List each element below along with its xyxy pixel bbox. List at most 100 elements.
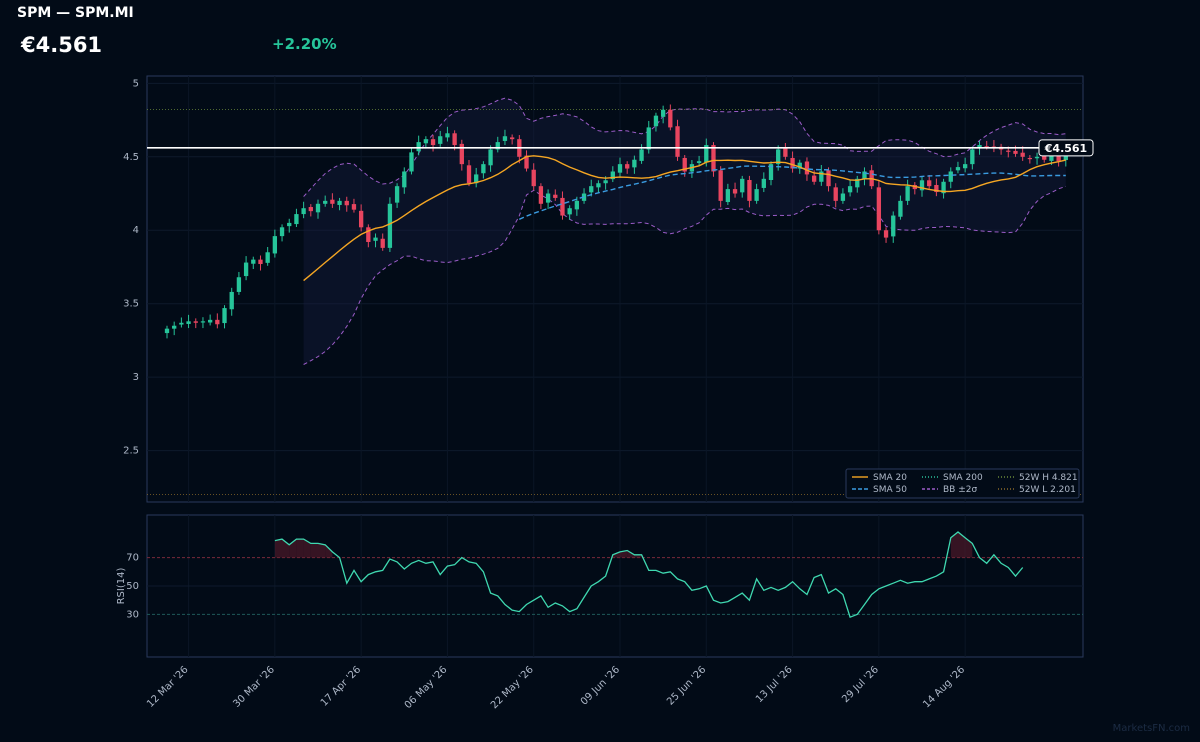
candle-body: [452, 133, 457, 146]
rsi-overbought-fill: [274, 539, 282, 558]
rsi-overbought-fill: [303, 539, 311, 558]
legend-label: 52W L 2.201: [1019, 485, 1076, 495]
candle-body: [459, 143, 464, 165]
candle: [351, 198, 357, 213]
candle: [826, 167, 831, 192]
price-y-tick-label: 5: [133, 78, 139, 89]
candle-body: [200, 321, 206, 323]
candle-body: [344, 200, 349, 206]
candle-body: [430, 139, 436, 146]
candle-body: [1006, 150, 1011, 152]
candle-body: [387, 203, 393, 248]
x-tick-label: 06 May '26: [403, 664, 450, 711]
candle-body: [934, 184, 939, 193]
candle: [409, 147, 414, 175]
candle-body: [754, 189, 759, 201]
candle-body: [603, 180, 608, 184]
candle-body: [984, 146, 989, 148]
candle: [179, 317, 184, 328]
candle-body: [596, 183, 601, 188]
candle: [509, 134, 515, 145]
candle: [366, 224, 371, 248]
candle-body: [833, 187, 838, 201]
candle-body: [1013, 150, 1018, 154]
candle-body: [660, 109, 666, 117]
candle-body: [222, 308, 227, 324]
candle-body: [164, 328, 170, 334]
rsi-overbought-fill: [310, 543, 318, 558]
rsi-line: [274, 531, 1024, 619]
candle: [840, 188, 846, 204]
candle-body: [402, 171, 407, 188]
candle-body: [423, 139, 429, 144]
candle-body: [840, 193, 846, 201]
candle-body: [646, 127, 651, 150]
candle: [207, 314, 213, 326]
candle: [474, 167, 479, 188]
legend-label: BB ±2σ: [943, 485, 977, 495]
candle: [740, 175, 745, 198]
candle: [948, 167, 953, 189]
candle: [725, 183, 731, 205]
candle: [236, 271, 242, 295]
price-panel: 2.5 3 3.5 4 4.5 5 €4.561: [123, 75, 1094, 503]
x-tick-label: 22 May '26: [489, 664, 536, 711]
candle: [596, 180, 601, 193]
candle: [560, 191, 565, 220]
candle: [660, 105, 666, 124]
candle-body: [862, 171, 867, 179]
price-y-tick-label: 4: [133, 225, 139, 236]
candle: [387, 197, 393, 252]
candle-body: [696, 161, 702, 163]
candle: [1020, 146, 1025, 161]
candle-body: [207, 319, 213, 323]
candle: [862, 167, 867, 186]
current-price: €4.561: [21, 33, 103, 57]
candle: [279, 224, 285, 242]
candle: [229, 287, 234, 316]
candle-body: [625, 164, 630, 169]
x-tick-label: 13 Jul '26: [754, 664, 795, 705]
candle-body: [711, 145, 716, 172]
watermark: MarketsFN.com: [1112, 723, 1190, 734]
candle-body: [804, 161, 810, 175]
candle: [459, 139, 464, 171]
candle: [200, 317, 206, 329]
candle: [373, 233, 378, 248]
rsi-y-tick-label: 70: [126, 553, 139, 564]
bollinger-upper-line: [303, 97, 1066, 197]
candle: [747, 175, 752, 208]
candle: [819, 165, 824, 186]
candle: [783, 142, 788, 160]
price-y-tick-label: 4.5: [123, 152, 139, 163]
candle: [955, 161, 961, 174]
candle: [323, 195, 328, 207]
candle-body: [358, 210, 364, 228]
candle: [804, 157, 810, 181]
candle: [732, 182, 738, 198]
candle-body: [855, 178, 860, 188]
candle: [754, 183, 759, 204]
candle-body: [1027, 157, 1033, 160]
candle-body: [955, 167, 961, 171]
candle-body: [445, 133, 450, 138]
candle: [761, 172, 766, 193]
candle-body: [610, 171, 615, 180]
candle: [330, 193, 335, 208]
candle-body: [538, 186, 544, 204]
candle: [876, 180, 882, 235]
rsi-y-tick-label: 50: [126, 581, 139, 592]
candle: [531, 163, 536, 191]
candle: [617, 157, 623, 177]
candle-body: [466, 165, 472, 184]
price-y-tick-label: 2.5: [123, 446, 139, 457]
rsi-axis-label: RSI(14): [116, 568, 127, 605]
candle: [1034, 152, 1040, 165]
candle: [891, 211, 896, 243]
legend-item: BB ±2σ: [922, 485, 977, 495]
candle: [855, 175, 860, 193]
candle-body: [948, 171, 953, 182]
legend-label: SMA 50: [873, 485, 907, 495]
candle-body: [797, 162, 802, 169]
